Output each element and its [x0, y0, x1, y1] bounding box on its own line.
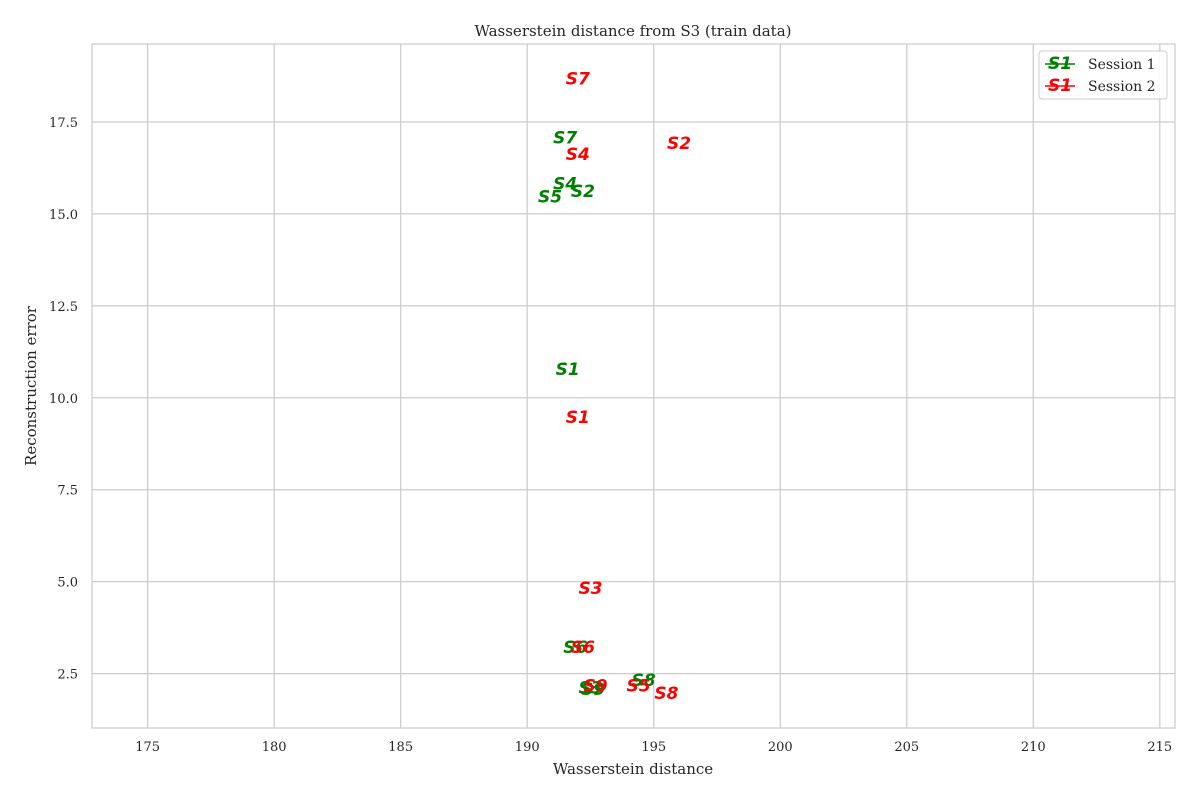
- legend-box: [1038, 50, 1168, 100]
- chart-title: Wasserstein distance from S3 (train data…: [474, 22, 791, 40]
- point-marker-session-1-s3: S3: [578, 678, 602, 698]
- y-axis-title: Reconstruction error: [22, 305, 40, 466]
- point-marker-session-2-s2: S2: [667, 134, 691, 154]
- y-tick-label: 2.5: [57, 668, 78, 683]
- legend-marker-session-1: S1: [1048, 54, 1072, 74]
- x-axis-ticks: 175 180 185 190 195 200 205 210 215: [135, 740, 1172, 755]
- y-tick-label: 10.0: [49, 392, 78, 407]
- legend-label-session-2: Session 2: [1088, 79, 1156, 95]
- legend-label-session-1: Session 1: [1088, 57, 1156, 73]
- y-tick-label: 7.5: [57, 484, 78, 499]
- point-marker-session-2-s9: S9: [584, 676, 608, 696]
- x-tick-label: 190: [515, 740, 540, 755]
- point-marker-session-1-s4: S4: [553, 174, 577, 194]
- legend-marker-session-2: S1: [1048, 76, 1072, 96]
- y-tick-label: 5.0: [57, 576, 78, 591]
- point-marker-session-1-s1: S1: [556, 360, 580, 380]
- point-marker-session-2-s7: S7: [566, 70, 590, 90]
- x-tick-label: 175: [135, 740, 160, 755]
- x-axis-title: Wasserstein distance: [553, 760, 713, 778]
- point-marker-session-2-s1: S1: [566, 408, 590, 428]
- y-tick-label: 17.5: [49, 116, 78, 131]
- point-marker-session-2-s8: S8: [654, 684, 678, 704]
- y-tick-label: 15.0: [49, 208, 78, 223]
- x-tick-label: 210: [1021, 740, 1046, 755]
- point-marker-session-1-s9: S9: [581, 680, 605, 700]
- plot-area-frame: [91, 43, 1176, 729]
- x-tick-label: 195: [641, 740, 666, 755]
- x-tick-label: 200: [768, 740, 793, 755]
- point-marker-session-1-s6: S6: [563, 638, 587, 658]
- point-marker-session-1-s8: S8: [632, 671, 656, 691]
- point-marker-session-1-s2: S2: [571, 182, 595, 202]
- x-tick-label: 185: [388, 740, 413, 755]
- x-tick-label: 180: [262, 740, 287, 755]
- point-marker-session-2-s3: S3: [578, 579, 602, 599]
- point-marker-session-2-s4: S4: [566, 145, 590, 165]
- x-tick-label: 205: [894, 740, 919, 755]
- point-marker-session-2-s6: S6: [571, 638, 595, 658]
- point-marker-session-2-s5: S5: [627, 676, 651, 696]
- point-marker-session-1-s7: S7: [553, 129, 577, 149]
- y-axis-ticks: 2.5 5.0 7.5 10.0 12.5 15.0 17.5: [49, 116, 78, 683]
- x-tick-label: 215: [1147, 740, 1172, 755]
- grid: [92, 44, 1175, 728]
- point-marker-session-1-s5: S5: [538, 187, 562, 207]
- legend: S1 Session 1 S1 Session 2: [1038, 50, 1168, 100]
- y-tick-label: 12.5: [49, 300, 78, 315]
